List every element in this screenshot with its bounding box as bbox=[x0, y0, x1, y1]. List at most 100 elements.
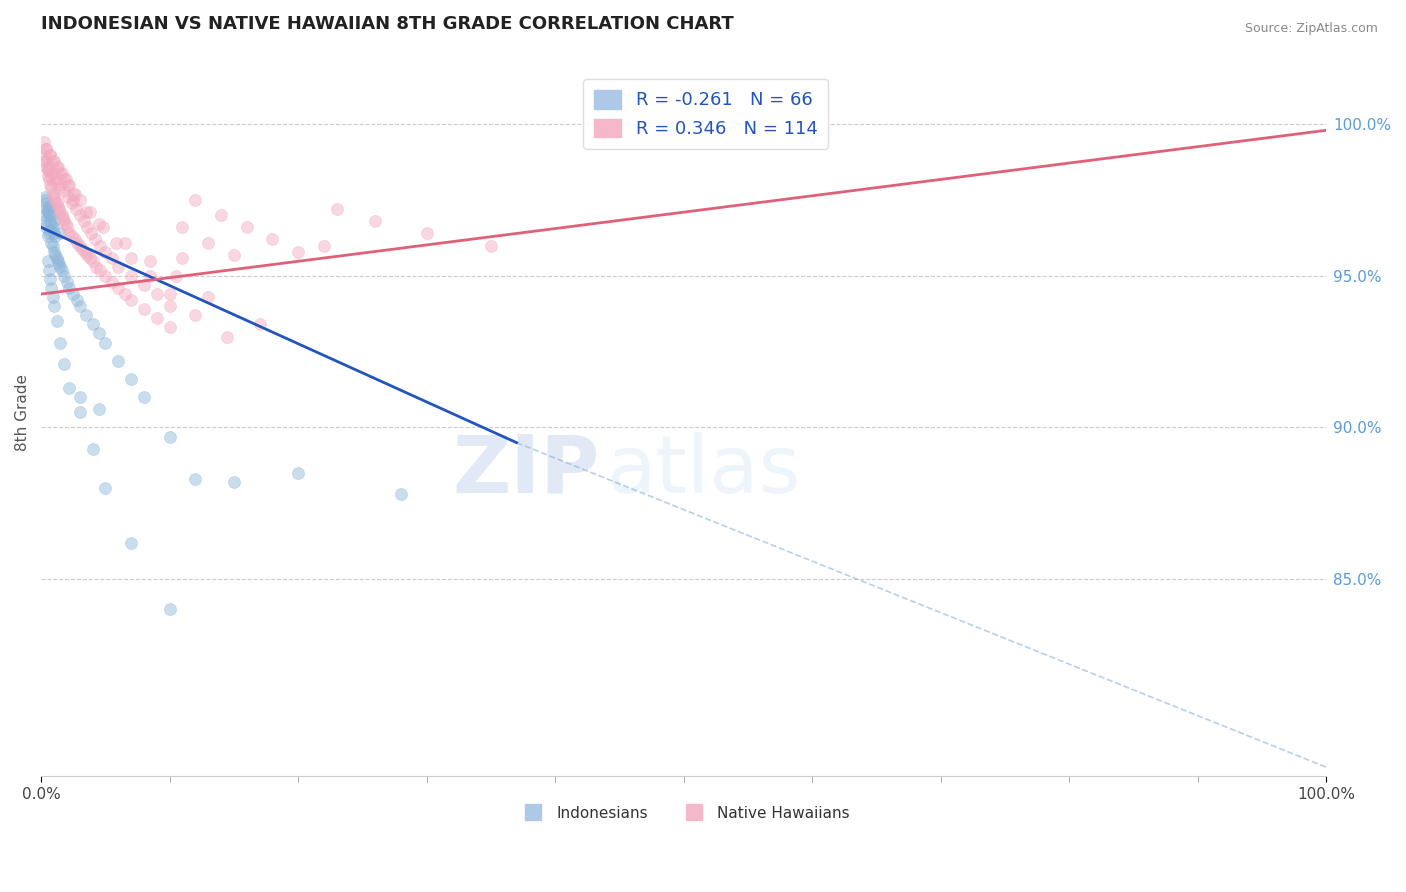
Point bbox=[159, 287, 181, 301]
Point bbox=[51, 208, 73, 222]
Point bbox=[287, 244, 309, 259]
Point bbox=[42, 227, 65, 241]
Point bbox=[39, 272, 62, 286]
Point bbox=[46, 253, 69, 268]
Point bbox=[46, 160, 69, 174]
Point bbox=[120, 535, 142, 549]
Point bbox=[44, 193, 66, 207]
Legend: Indonesians, Native Hawaiians: Indonesians, Native Hawaiians bbox=[512, 799, 855, 827]
Point bbox=[65, 202, 87, 216]
Point bbox=[197, 290, 219, 304]
Point bbox=[49, 205, 72, 219]
Point bbox=[217, 329, 239, 343]
Point bbox=[172, 220, 194, 235]
Point bbox=[41, 166, 63, 180]
Point bbox=[37, 229, 59, 244]
Point bbox=[69, 238, 91, 252]
Point bbox=[120, 268, 142, 283]
Point bbox=[52, 211, 75, 226]
Point bbox=[70, 242, 93, 256]
Point bbox=[51, 262, 73, 277]
Point bbox=[79, 251, 101, 265]
Point bbox=[63, 186, 86, 201]
Point bbox=[165, 268, 187, 283]
Point bbox=[44, 175, 66, 189]
Point bbox=[94, 244, 117, 259]
Point bbox=[41, 238, 63, 252]
Point bbox=[38, 208, 60, 222]
Point bbox=[39, 147, 62, 161]
Point bbox=[139, 268, 162, 283]
Point bbox=[73, 244, 96, 259]
Point bbox=[45, 251, 67, 265]
Point bbox=[51, 166, 73, 180]
Point bbox=[56, 220, 79, 235]
Point bbox=[53, 357, 76, 371]
Point bbox=[66, 293, 89, 307]
Point bbox=[145, 287, 167, 301]
Point bbox=[75, 308, 97, 322]
Text: INDONESIAN VS NATIVE HAWAIIAN 8TH GRADE CORRELATION CHART: INDONESIAN VS NATIVE HAWAIIAN 8TH GRADE … bbox=[41, 15, 734, 33]
Point bbox=[69, 390, 91, 404]
Point bbox=[82, 442, 104, 456]
Point bbox=[42, 214, 65, 228]
Point bbox=[62, 193, 84, 207]
Point bbox=[53, 268, 76, 283]
Point bbox=[34, 153, 56, 168]
Point bbox=[87, 217, 110, 231]
Point bbox=[84, 232, 107, 246]
Point bbox=[104, 235, 127, 250]
Point bbox=[101, 275, 124, 289]
Text: Source: ZipAtlas.com: Source: ZipAtlas.com bbox=[1244, 22, 1378, 36]
Point bbox=[184, 193, 207, 207]
Point bbox=[197, 235, 219, 250]
Point bbox=[39, 178, 62, 192]
Point bbox=[312, 238, 335, 252]
Point bbox=[222, 247, 245, 261]
Point bbox=[114, 235, 136, 250]
Point bbox=[63, 232, 86, 246]
Text: ZIP: ZIP bbox=[453, 432, 600, 509]
Point bbox=[45, 160, 67, 174]
Point bbox=[44, 229, 66, 244]
Point bbox=[37, 205, 59, 219]
Point bbox=[39, 214, 62, 228]
Point bbox=[32, 136, 55, 150]
Point bbox=[62, 186, 84, 201]
Point bbox=[53, 214, 76, 228]
Point bbox=[82, 253, 104, 268]
Point bbox=[66, 235, 89, 250]
Point bbox=[41, 153, 63, 168]
Point bbox=[479, 238, 502, 252]
Point bbox=[45, 314, 67, 328]
Y-axis label: 8th Grade: 8th Grade bbox=[15, 374, 30, 450]
Point bbox=[94, 268, 117, 283]
Point bbox=[34, 190, 56, 204]
Point bbox=[132, 390, 155, 404]
Point bbox=[159, 299, 181, 313]
Point bbox=[35, 196, 58, 211]
Point bbox=[39, 199, 62, 213]
Point bbox=[389, 487, 412, 501]
Point bbox=[79, 205, 101, 219]
Point bbox=[184, 308, 207, 322]
Point bbox=[76, 247, 98, 261]
Point bbox=[89, 238, 111, 252]
Point bbox=[56, 190, 79, 204]
Point bbox=[49, 335, 72, 350]
Point bbox=[53, 171, 76, 186]
Point bbox=[120, 372, 142, 386]
Point bbox=[32, 147, 55, 161]
Point bbox=[38, 171, 60, 186]
Point bbox=[45, 171, 67, 186]
Point bbox=[49, 178, 72, 192]
Point bbox=[39, 147, 62, 161]
Point bbox=[159, 429, 181, 443]
Point bbox=[82, 318, 104, 332]
Point bbox=[89, 262, 111, 277]
Point bbox=[56, 275, 79, 289]
Point bbox=[37, 169, 59, 183]
Point bbox=[48, 257, 70, 271]
Point bbox=[37, 202, 59, 216]
Point bbox=[49, 166, 72, 180]
